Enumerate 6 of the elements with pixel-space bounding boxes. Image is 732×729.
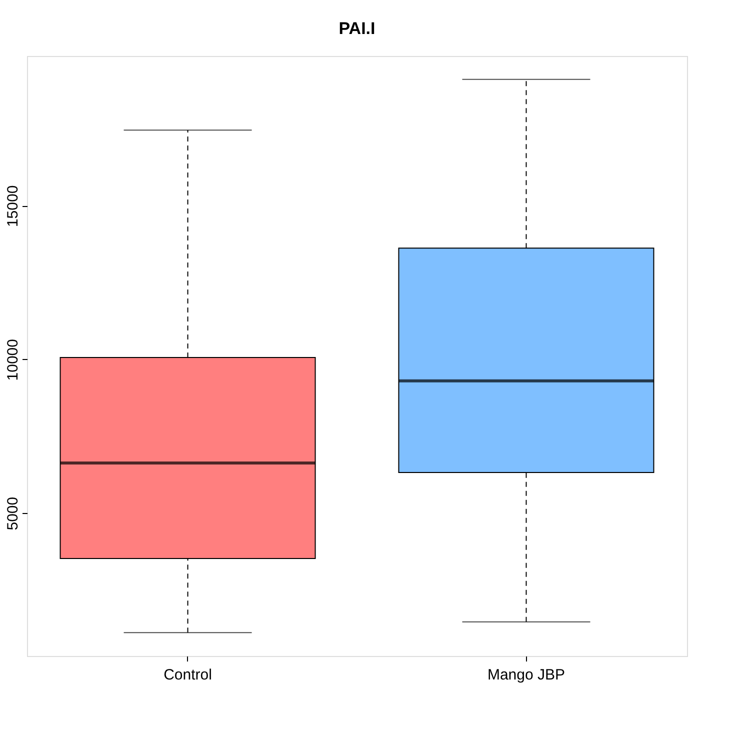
x-tick-label: Mango JBP xyxy=(487,666,566,684)
chart-title: PAI.I xyxy=(338,19,376,38)
y-tick-label: 5000 xyxy=(4,496,22,530)
y-tick-label: 10000 xyxy=(4,339,22,381)
x-tick-label: Control xyxy=(164,666,212,684)
y-tick-label: 15000 xyxy=(4,185,22,228)
